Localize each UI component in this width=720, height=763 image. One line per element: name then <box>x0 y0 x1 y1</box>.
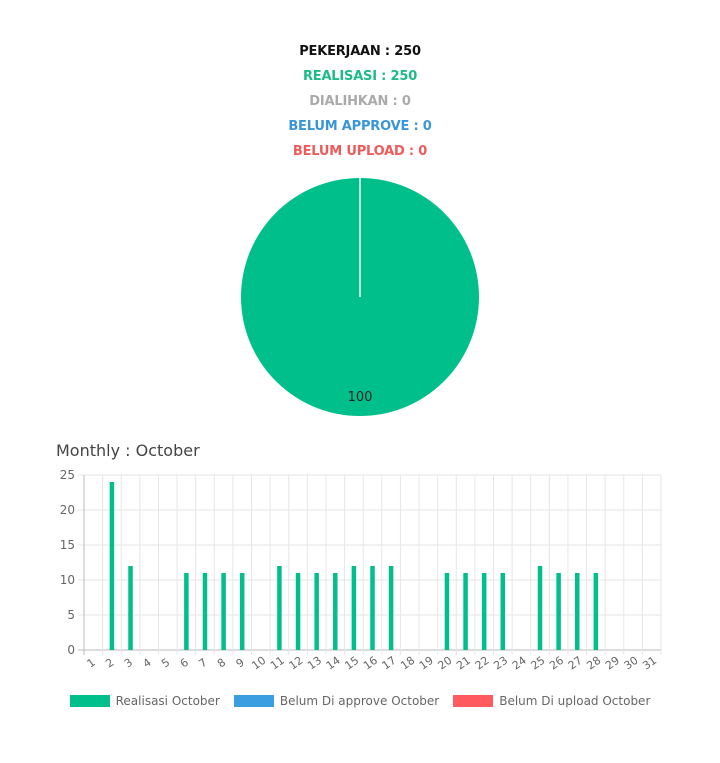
monthly-title: Monthly : October <box>56 441 200 460</box>
x-tick-label: 25 <box>529 654 548 673</box>
legend-label: Belum Di upload October <box>499 694 651 708</box>
x-tick-label: 6 <box>178 656 191 671</box>
summary-pekerjaan: PEKERJAAN : 250 <box>299 44 421 59</box>
x-tick-label: 15 <box>342 654 361 673</box>
bar <box>277 566 282 650</box>
bar <box>295 573 301 650</box>
bar <box>537 566 543 650</box>
legend-label: Realisasi October <box>115 694 220 708</box>
bar <box>239 573 245 650</box>
bar <box>221 573 226 650</box>
chart-legend: Realisasi October Belum Di approve Octobe… <box>0 694 720 708</box>
x-tick-label: 2 <box>103 656 116 671</box>
x-tick-label: 8 <box>215 656 228 671</box>
x-tick-label: 7 <box>196 656 209 671</box>
x-tick-label: 19 <box>417 654 436 673</box>
x-tick-label: 22 <box>473 654 492 673</box>
x-tick-label: 26 <box>547 654 566 673</box>
x-tick-label: 28 <box>584 654 603 673</box>
x-tick-label: 10 <box>249 654 268 673</box>
y-tick-label: 0 <box>67 643 75 657</box>
bar <box>444 573 450 650</box>
x-tick-label: 16 <box>361 654 380 673</box>
x-tick-label: 23 <box>491 654 510 673</box>
bar <box>500 573 506 650</box>
legend-label: Belum Di approve October <box>279 694 440 708</box>
summary-realisasi: REALISASI : 250 <box>302 69 418 84</box>
bar <box>388 566 394 650</box>
summary-belum-approve: BELUM APPROVE : 0 <box>288 119 432 134</box>
bar <box>556 573 561 650</box>
bar <box>370 566 375 650</box>
x-tick-label: 17 <box>380 654 399 673</box>
summary-dialihkan: DIALIHKAN : 0 <box>309 94 411 109</box>
x-tick-label: 12 <box>287 654 306 673</box>
x-tick-label: 5 <box>159 656 172 671</box>
x-tick-label: 3 <box>122 656 135 671</box>
x-tick-label: 21 <box>454 654 473 673</box>
pie-slice-label: 100 <box>348 390 373 405</box>
x-tick-label: 4 <box>141 656 154 671</box>
bar <box>593 573 599 650</box>
legend-swatch <box>453 695 494 707</box>
bar <box>351 566 357 650</box>
x-tick-label: 27 <box>566 654 585 673</box>
x-tick-label: 9 <box>234 656 247 671</box>
x-tick-label: 20 <box>435 654 454 673</box>
y-tick-label: 20 <box>60 503 75 517</box>
legend-swatch <box>233 695 274 707</box>
bar <box>128 566 133 650</box>
x-tick-label: 1 <box>85 656 98 671</box>
x-tick-label: 30 <box>622 654 641 673</box>
legend-item[interactable]: Belum Di approve October <box>233 694 440 708</box>
x-tick-label: 31 <box>640 654 659 673</box>
bar <box>463 573 468 650</box>
x-tick-label: 29 <box>603 654 622 673</box>
bar <box>574 573 580 650</box>
y-tick-label: 5 <box>67 608 75 622</box>
bar <box>333 573 338 650</box>
y-tick-label: 25 <box>60 468 75 482</box>
x-tick-label: 14 <box>324 654 343 673</box>
bar <box>109 482 115 650</box>
pie-chart: 100 <box>241 178 479 416</box>
x-tick-label: 24 <box>510 654 529 673</box>
bar <box>184 573 189 650</box>
y-tick-label: 15 <box>60 538 75 552</box>
legend-item[interactable]: Belum Di upload October <box>453 694 650 708</box>
x-tick-label: 13 <box>305 654 324 673</box>
legend-swatch <box>69 695 110 707</box>
x-tick-label: 18 <box>398 654 417 673</box>
x-tick-label: 11 <box>268 654 287 673</box>
bar <box>481 573 487 650</box>
summary-belum-upload: BELUM UPLOAD : 0 <box>292 144 428 159</box>
bar <box>202 573 208 650</box>
bar <box>314 573 319 650</box>
y-tick-label: 10 <box>60 573 75 587</box>
summary-block: PEKERJAAN : 250 REALISASI : 250 DIALIHKA… <box>0 42 720 167</box>
legend-item[interactable]: Realisasi October <box>69 694 220 708</box>
